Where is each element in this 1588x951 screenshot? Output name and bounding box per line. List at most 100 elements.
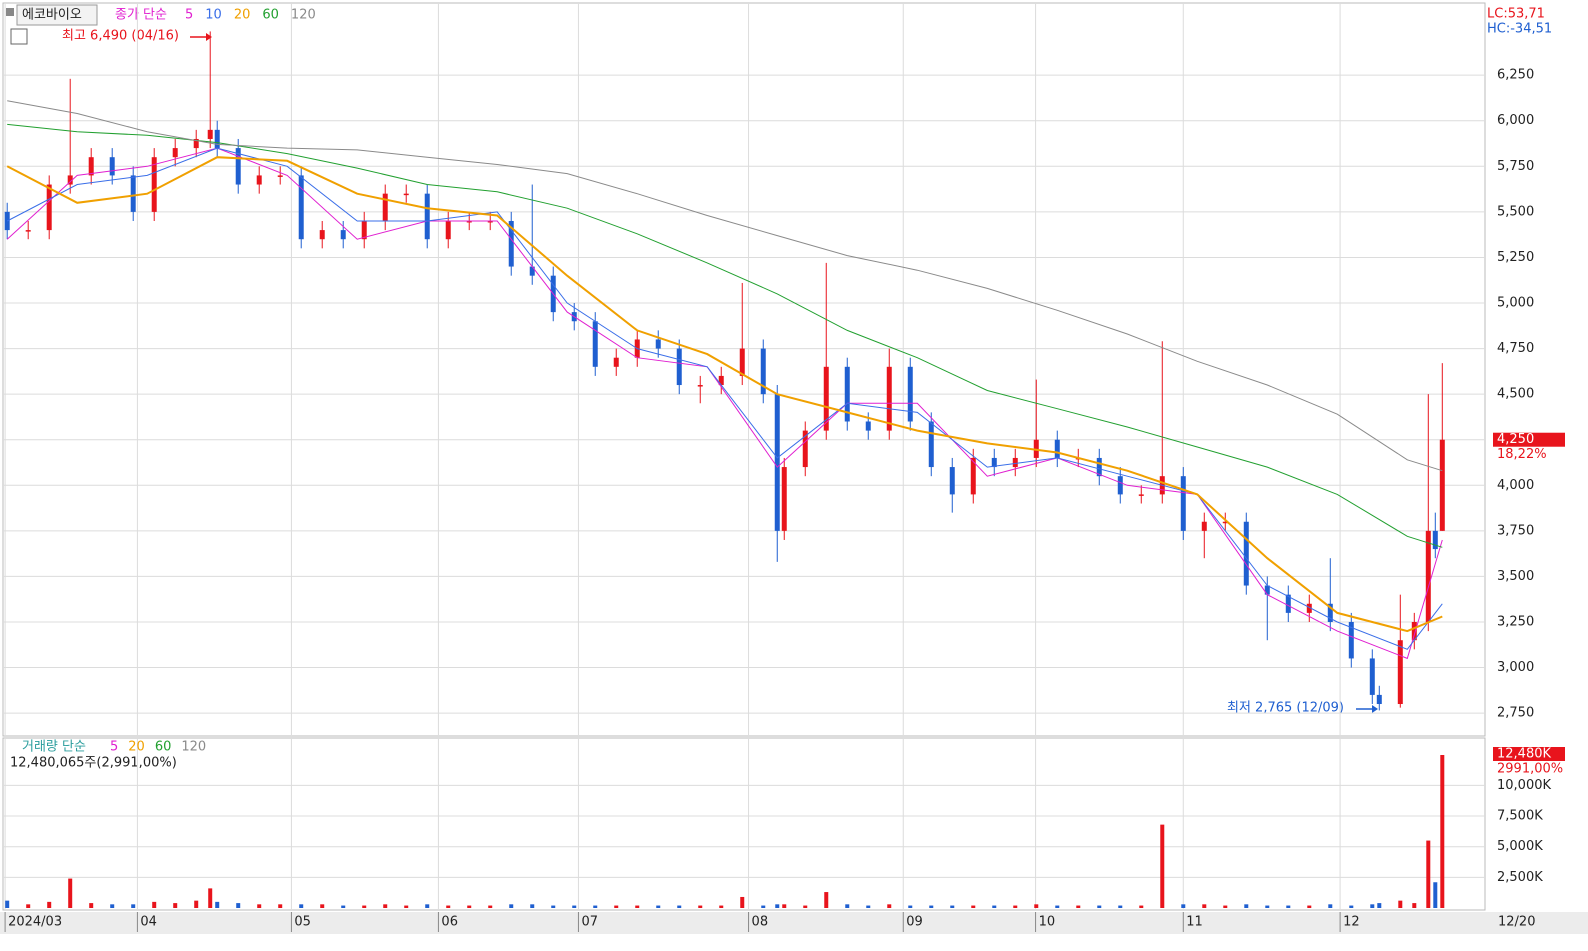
candle-body	[907, 366, 913, 422]
volume-bar	[236, 903, 241, 908]
candle-body	[970, 457, 976, 495]
volume-bar	[1076, 905, 1081, 908]
candle-body	[277, 175, 283, 177]
volume-bar	[89, 903, 94, 908]
candle-body	[403, 193, 409, 196]
volume-bar	[1377, 903, 1382, 908]
candle-body	[613, 357, 619, 367]
x-tick-label: 07	[581, 915, 598, 930]
candle-body	[1425, 530, 1431, 622]
volume-bar	[614, 905, 619, 908]
volume-bar	[1412, 903, 1417, 908]
volume-bar	[1181, 904, 1186, 908]
volume-bar	[803, 905, 808, 908]
y-tick-label: 5,750	[1497, 159, 1534, 174]
volume-bar	[719, 905, 724, 908]
candle-body	[1397, 640, 1403, 705]
legend-entry: 120	[291, 8, 316, 23]
volume-bar	[446, 905, 451, 908]
volume-bar	[320, 904, 325, 908]
candle-body	[207, 129, 213, 139]
ma-line	[6, 147, 1443, 650]
volume-bar	[1265, 905, 1270, 908]
volume-bar	[845, 904, 850, 908]
y-tick-label: 5,000	[1497, 296, 1534, 311]
low-arrow-head	[1372, 705, 1378, 713]
volume-bar	[341, 905, 346, 908]
volume-bar	[425, 904, 430, 908]
candle-body	[802, 430, 808, 468]
high-annotation: 최고 6,490 (04/16)	[62, 29, 179, 44]
last-price: 4,250	[1497, 432, 1534, 447]
volume-bar	[677, 905, 682, 908]
volume-bar	[110, 904, 115, 908]
y-tick-label: 5,000K	[1497, 839, 1543, 854]
y-tick-label: 4,000	[1497, 478, 1534, 493]
x-tick-label: 09	[906, 915, 923, 930]
volume-bar	[866, 905, 871, 908]
candle-body	[1096, 457, 1102, 477]
candle-body	[886, 366, 892, 431]
candle-body	[487, 220, 493, 223]
candle-body	[214, 129, 220, 149]
volume-bar	[1055, 905, 1060, 908]
volume-bar	[299, 904, 304, 908]
legend-entry: 20	[234, 8, 251, 23]
volume-bar	[173, 903, 178, 908]
volume-bar	[1013, 905, 1018, 908]
candle-body	[928, 421, 934, 468]
volume-bar	[208, 888, 213, 908]
y-tick-label: 3,250	[1497, 614, 1534, 629]
legend-entry: 60	[262, 8, 279, 23]
candle-body	[823, 366, 829, 431]
x-tick-label: 04	[140, 915, 157, 930]
stock-name: 에코바이오	[22, 8, 82, 23]
indicator-lc: LC:53,71	[1487, 7, 1545, 22]
candle-body	[235, 148, 241, 185]
x-tick-label: 10	[1039, 915, 1056, 930]
low-annotation: 최저 2,765 (12/09)	[1227, 701, 1344, 716]
volume-bar	[47, 901, 52, 908]
ma-line	[7, 123, 1443, 548]
candle-body	[130, 175, 136, 212]
stock-name-box[interactable]	[16, 4, 98, 26]
last-volume: 12,480K	[1497, 746, 1551, 761]
volume-bar	[488, 905, 493, 908]
y-tick-label: 5,500	[1497, 204, 1534, 219]
volume-summary: 12,480,065주(2,991,00%)	[10, 756, 177, 771]
volume-bar	[656, 905, 661, 908]
volume-bar	[782, 904, 787, 908]
volume-bar	[824, 892, 829, 908]
candle-body	[67, 175, 73, 185]
legend-entry: 5	[110, 740, 118, 755]
candle-body	[508, 220, 514, 267]
y-tick-label: 2,750	[1497, 706, 1534, 721]
ma-line	[6, 147, 1443, 660]
candle-body	[718, 375, 724, 386]
candle-body	[1138, 494, 1144, 496]
candle-body	[1439, 439, 1445, 531]
y-tick-label: 6,000	[1497, 113, 1534, 128]
candle-body	[1117, 476, 1123, 495]
legend-entry: 60	[155, 740, 172, 755]
candle-body	[172, 148, 178, 158]
y-tick-label: 3,000	[1497, 660, 1534, 675]
volume-bar	[26, 904, 31, 908]
volume-bar	[1440, 754, 1445, 908]
candle-body	[151, 157, 157, 212]
volume-bar	[1097, 905, 1102, 908]
candle-body	[592, 321, 598, 367]
table-icon[interactable]	[10, 28, 28, 45]
candle-body	[1306, 603, 1312, 613]
volume-bar	[257, 904, 262, 908]
candle-body	[991, 457, 997, 468]
volume-bar	[1307, 905, 1312, 908]
volume-bar	[131, 904, 136, 908]
candle-body	[193, 138, 199, 149]
y-tick-label: 6,250	[1497, 68, 1534, 83]
y-tick-label: 5,250	[1497, 250, 1534, 265]
legend-entry: 20	[128, 740, 145, 755]
volume-bar	[362, 905, 367, 908]
candle-body	[1348, 621, 1354, 659]
